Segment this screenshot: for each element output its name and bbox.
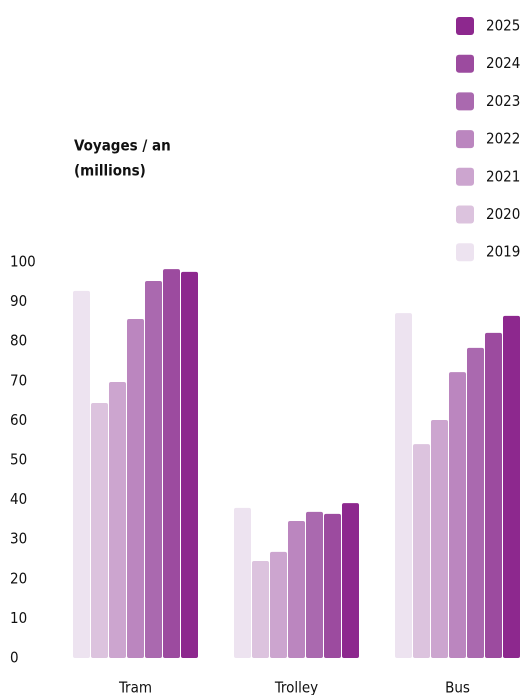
- legend-label: 2020: [486, 205, 520, 223]
- bar: [324, 513, 341, 658]
- bar: [342, 503, 359, 658]
- legend-swatch: [456, 167, 474, 186]
- bar: [252, 560, 269, 658]
- legend-swatch: [456, 54, 474, 73]
- bar: [145, 281, 162, 658]
- x-tick-label: Tram: [118, 679, 152, 695]
- bar: [163, 269, 180, 658]
- bar: [181, 271, 198, 658]
- legend-label: 2024: [486, 54, 520, 72]
- legend-label: 2023: [486, 92, 520, 110]
- y-axis-label: Voyages / an: [74, 137, 171, 155]
- bar: [91, 402, 108, 658]
- y-axis-label: (millions): [74, 162, 146, 180]
- legend-swatch: [456, 92, 474, 111]
- x-tick-label: Bus: [445, 679, 470, 695]
- y-tick-label: 50: [10, 451, 27, 469]
- legend-swatch: [456, 17, 474, 35]
- bar: [109, 381, 126, 658]
- bar: [449, 372, 466, 658]
- y-tick-label: 40: [10, 490, 27, 508]
- bar: [503, 315, 520, 658]
- legend-label: 2025: [486, 17, 520, 35]
- bar: [467, 347, 484, 658]
- y-tick-label: 60: [10, 411, 27, 429]
- bar: [73, 290, 90, 658]
- legend-label: 2021: [486, 167, 520, 185]
- y-tick-label: 20: [10, 569, 27, 587]
- bar: [288, 520, 305, 658]
- y-tick-label: 80: [10, 332, 27, 350]
- y-tick-label: 100: [10, 253, 36, 271]
- bar: [127, 319, 144, 658]
- bar: [306, 511, 323, 658]
- y-tick-label: 90: [10, 292, 27, 310]
- x-tick-label: Trolley: [274, 679, 318, 695]
- bar: [395, 313, 412, 658]
- bar: [485, 332, 502, 658]
- y-tick-label: 70: [10, 371, 27, 389]
- legend-label: 2019: [486, 243, 520, 261]
- legend-swatch: [456, 130, 474, 149]
- y-tick-label: 0: [10, 649, 19, 667]
- bar: [431, 420, 448, 658]
- y-tick-label: 30: [10, 530, 27, 548]
- y-tick-label: 10: [10, 609, 27, 627]
- bar: [413, 444, 430, 658]
- legend-swatch: [456, 243, 474, 262]
- bar: [234, 507, 251, 658]
- legend-label: 2022: [486, 130, 520, 148]
- legend-swatch: [456, 205, 474, 224]
- bar: [270, 551, 287, 658]
